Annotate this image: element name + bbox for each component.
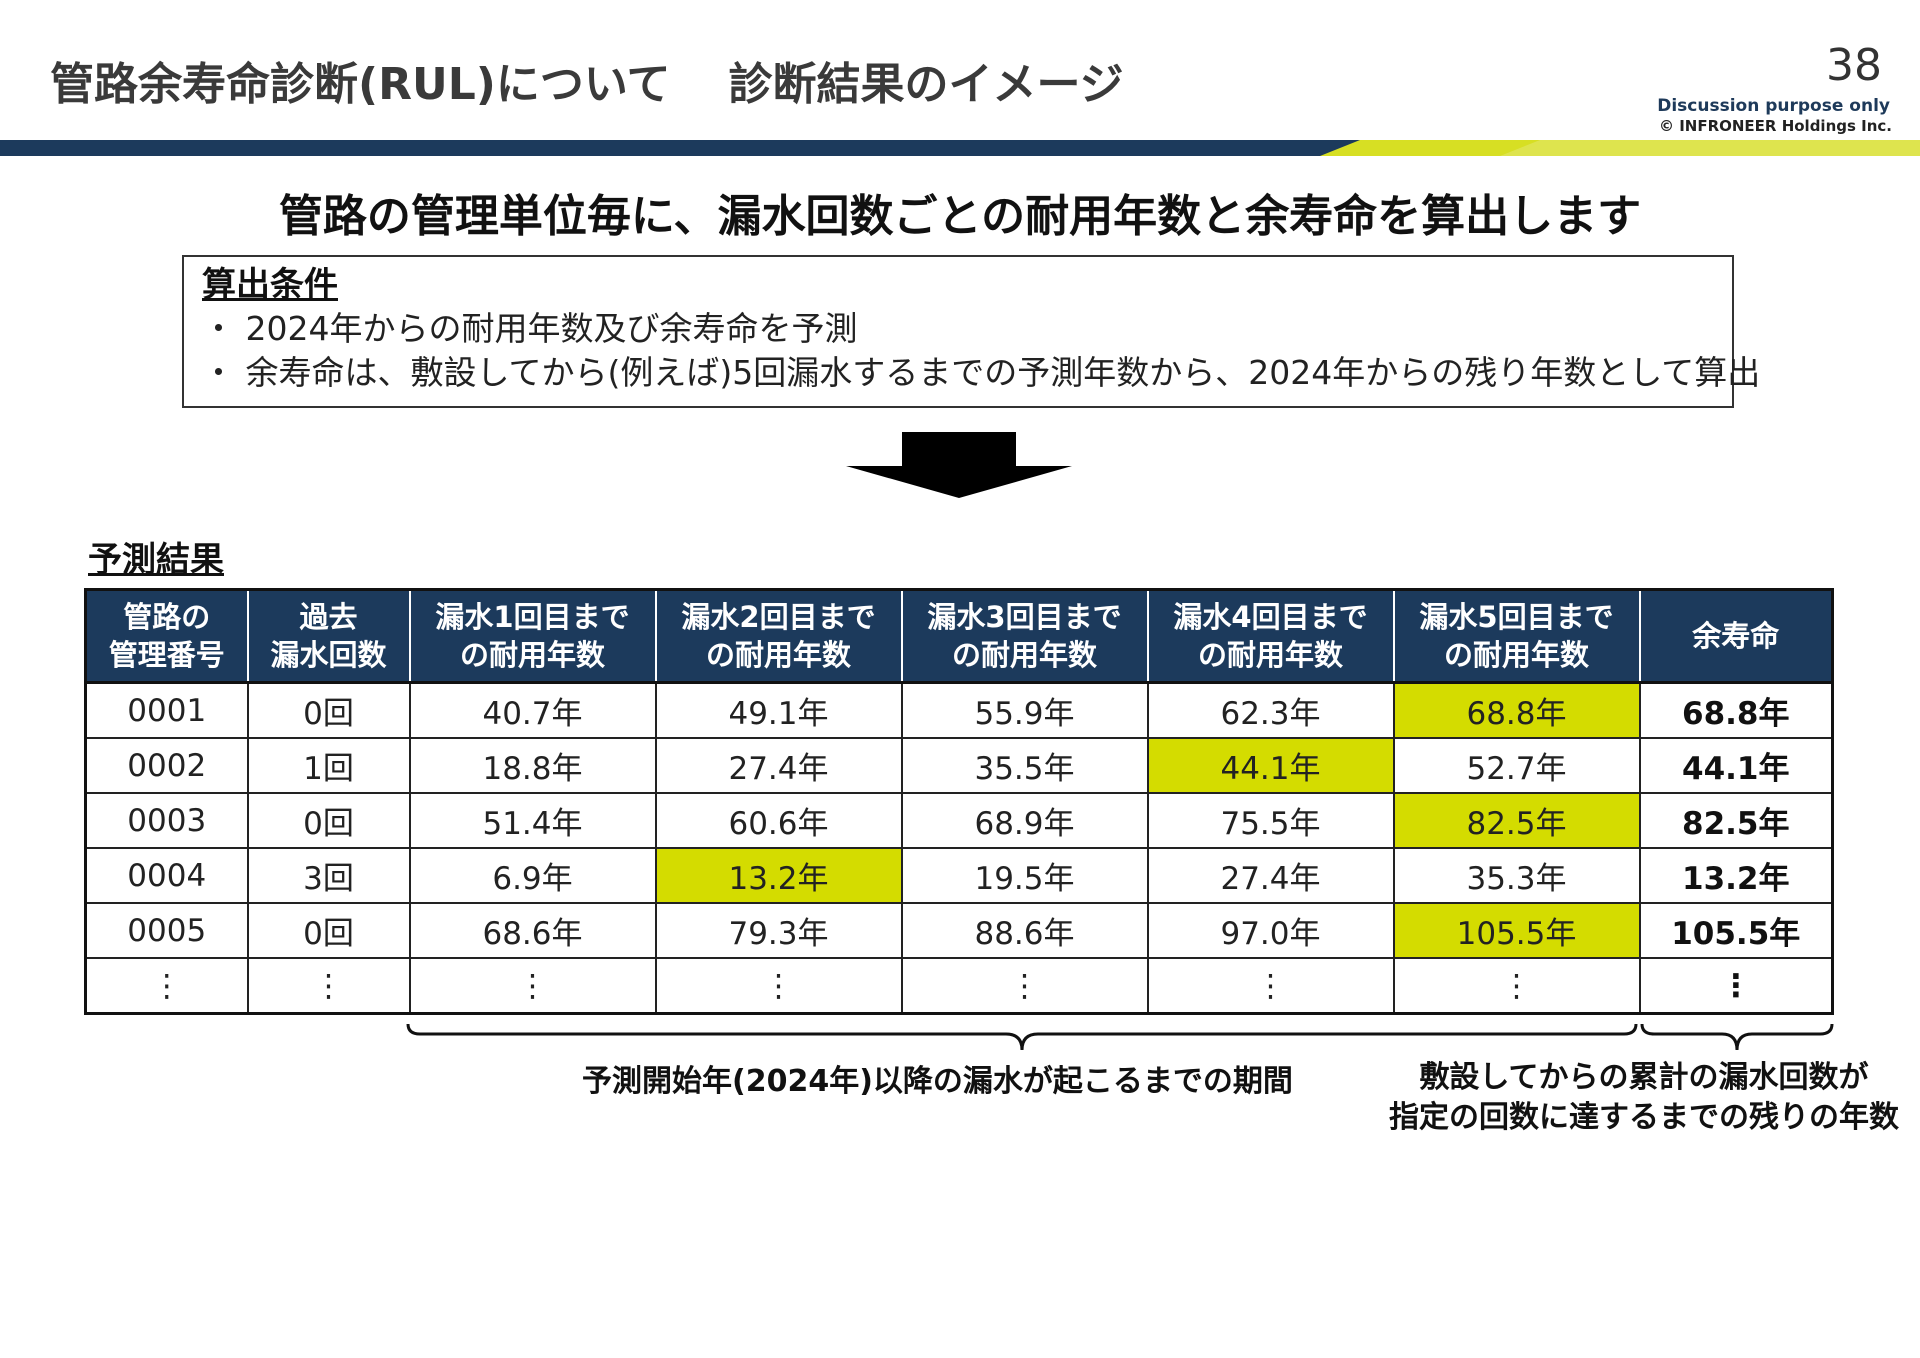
cell-pipe-id: 0002 [84, 737, 249, 794]
cell-remaining-life: 44.1年 [1638, 737, 1834, 794]
cell-past-leaks: 1回 [246, 737, 411, 794]
cell-leak-1: 68.6年 [408, 902, 657, 959]
cell-leak-4: 44.1年 [1146, 737, 1395, 794]
headline: 管路の管理単位毎に、漏水回数ごとの耐用年数と余寿命を算出します [278, 191, 1642, 242]
cell-leak-5: 68.8年 [1392, 681, 1641, 739]
cell-remaining-life: ⋮ [1638, 957, 1834, 1015]
disclaimer: Discussion purpose only [1657, 96, 1890, 116]
cell-leak-4: 75.5年 [1146, 792, 1395, 849]
copyright: © INFRONEER Holdings Inc. [1658, 117, 1892, 135]
cell-leak-5: ⋮ [1392, 957, 1641, 1015]
cell-past-leaks: 3回 [246, 847, 411, 904]
header-leak-4: 漏水4回目まで の耐用年数 [1146, 589, 1395, 684]
cell-leak-2: 79.3年 [654, 902, 903, 959]
cell-pipe-id: 0004 [84, 847, 249, 904]
cell-leak-1: 51.4年 [408, 792, 657, 849]
cell-pipe-id: 0005 [84, 902, 249, 959]
down-arrow-icon [846, 432, 1072, 498]
header-leak-5: 漏水5回目まで の耐用年数 [1392, 589, 1641, 684]
period-note: 予測開始年(2024年)以降の漏水が起こるまでの期間 [582, 1064, 1293, 1099]
table-header-row: 管路の 管理番号 過去 漏水回数 漏水1回目まで の耐用年数 漏水2回目まで の耐用年数… [85, 589, 1833, 684]
cell-remaining-life: 105.5年 [1638, 902, 1834, 959]
header-leak-2: 漏水2回目まで の耐用年数 [654, 589, 903, 684]
cell-past-leaks: 0回 [246, 902, 411, 959]
cell-leak-4: 97.0年 [1146, 902, 1395, 959]
remaining-life-brace [1640, 1023, 1834, 1051]
header-divider-bar [0, 140, 1920, 156]
period-brace [406, 1023, 1638, 1051]
table-row: 0002 1回 18.8年 27.4年 35.5年 44.1年 52.7年 44… [84, 737, 1834, 794]
results-title: 予測結果 [88, 540, 224, 580]
header-remaining-life: 余寿命 [1638, 589, 1833, 684]
header-leak-3: 漏水3回目まで の耐用年数 [900, 589, 1149, 684]
cell-leak-2: ⋮ [654, 957, 903, 1015]
cell-leak-1: ⋮ [408, 957, 657, 1015]
table-row: 0003 0回 51.4年 60.6年 68.9年 75.5年 82.5年 82… [84, 792, 1834, 849]
cell-remaining-life: 82.5年 [1638, 792, 1834, 849]
results-table: 管路の 管理番号 過去 漏水回数 漏水1回目まで の耐用年数 漏水2回目まで の耐用年数… [84, 588, 1834, 1015]
cell-leak-2: 49.1年 [654, 681, 903, 739]
cell-leak-4: ⋮ [1146, 957, 1395, 1015]
cell-remaining-life: 68.8年 [1638, 681, 1834, 739]
cell-leak-5: 82.5年 [1392, 792, 1641, 849]
header-leak-1: 漏水1回目まで の耐用年数 [408, 589, 657, 684]
conditions-box: 算出条件 ・ 2024年からの耐用年数及び余寿命を予測 ・ 余寿命は、敷設してか… [182, 255, 1761, 408]
title-main: 管路余寿命診断(RUL)について [50, 59, 671, 110]
cell-pipe-id: 0003 [84, 792, 249, 849]
table-row: 0001 0回 40.7年 49.1年 55.9年 62.3年 68.8年 68… [84, 681, 1834, 739]
page-title: 管路余寿命診断(RUL)について 診断結果のイメージ [50, 48, 1124, 112]
condition-line-1: ・ 2024年からの耐用年数及び余寿命を予測 [202, 309, 858, 348]
cell-leak-3: 35.5年 [900, 737, 1149, 794]
cell-leak-5: 35.3年 [1392, 847, 1641, 904]
cell-leak-4: 62.3年 [1146, 681, 1395, 739]
table-row: 0005 0回 68.6年 79.3年 88.6年 97.0年 105.5年 1… [84, 902, 1834, 959]
conditions-title: 算出条件 [202, 265, 338, 305]
table-row: 0004 3回 6.9年 13.2年 19.5年 27.4年 35.3年 13.… [84, 847, 1834, 904]
cell-past-leaks: ⋮ [246, 957, 411, 1015]
cell-leak-4: 27.4年 [1146, 847, 1395, 904]
cell-leak-2: 13.2年 [654, 847, 903, 904]
cell-past-leaks: 0回 [246, 681, 411, 739]
header-pipe-id: 管路の 管理番号 [85, 589, 249, 684]
header-past-leaks: 過去 漏水回数 [246, 589, 411, 684]
table-row: ⋮ ⋮ ⋮ ⋮ ⋮ ⋮ ⋮ ⋮ [84, 957, 1834, 1015]
cell-past-leaks: 0回 [246, 792, 411, 849]
page-number: 38 [1826, 40, 1882, 91]
condition-line-2: ・ 余寿命は、敷設してから(例えば)5回漏水するまでの予測年数から、2024年か… [202, 353, 1761, 392]
cell-pipe-id: 0001 [84, 681, 249, 739]
cell-leak-1: 6.9年 [408, 847, 657, 904]
cell-leak-1: 18.8年 [408, 737, 657, 794]
cell-leak-5: 105.5年 [1392, 902, 1641, 959]
cell-leak-5: 52.7年 [1392, 737, 1641, 794]
cell-remaining-life: 13.2年 [1638, 847, 1834, 904]
cell-leak-3: ⋮ [900, 957, 1149, 1015]
cell-leak-2: 60.6年 [654, 792, 903, 849]
cell-leak-3: 88.6年 [900, 902, 1149, 959]
cell-leak-3: 19.5年 [900, 847, 1149, 904]
cell-leak-3: 55.9年 [900, 681, 1149, 739]
cell-leak-3: 68.9年 [900, 792, 1149, 849]
title-sub: 診断結果のイメージ [728, 59, 1124, 110]
cell-pipe-id: ⋮ [84, 957, 249, 1015]
cell-leak-1: 40.7年 [408, 681, 657, 739]
remaining-life-note: 敷設してからの累計の漏水回数が 指定の回数に達するまでの残りの年数 [1389, 1060, 1899, 1135]
cell-leak-2: 27.4年 [654, 737, 903, 794]
